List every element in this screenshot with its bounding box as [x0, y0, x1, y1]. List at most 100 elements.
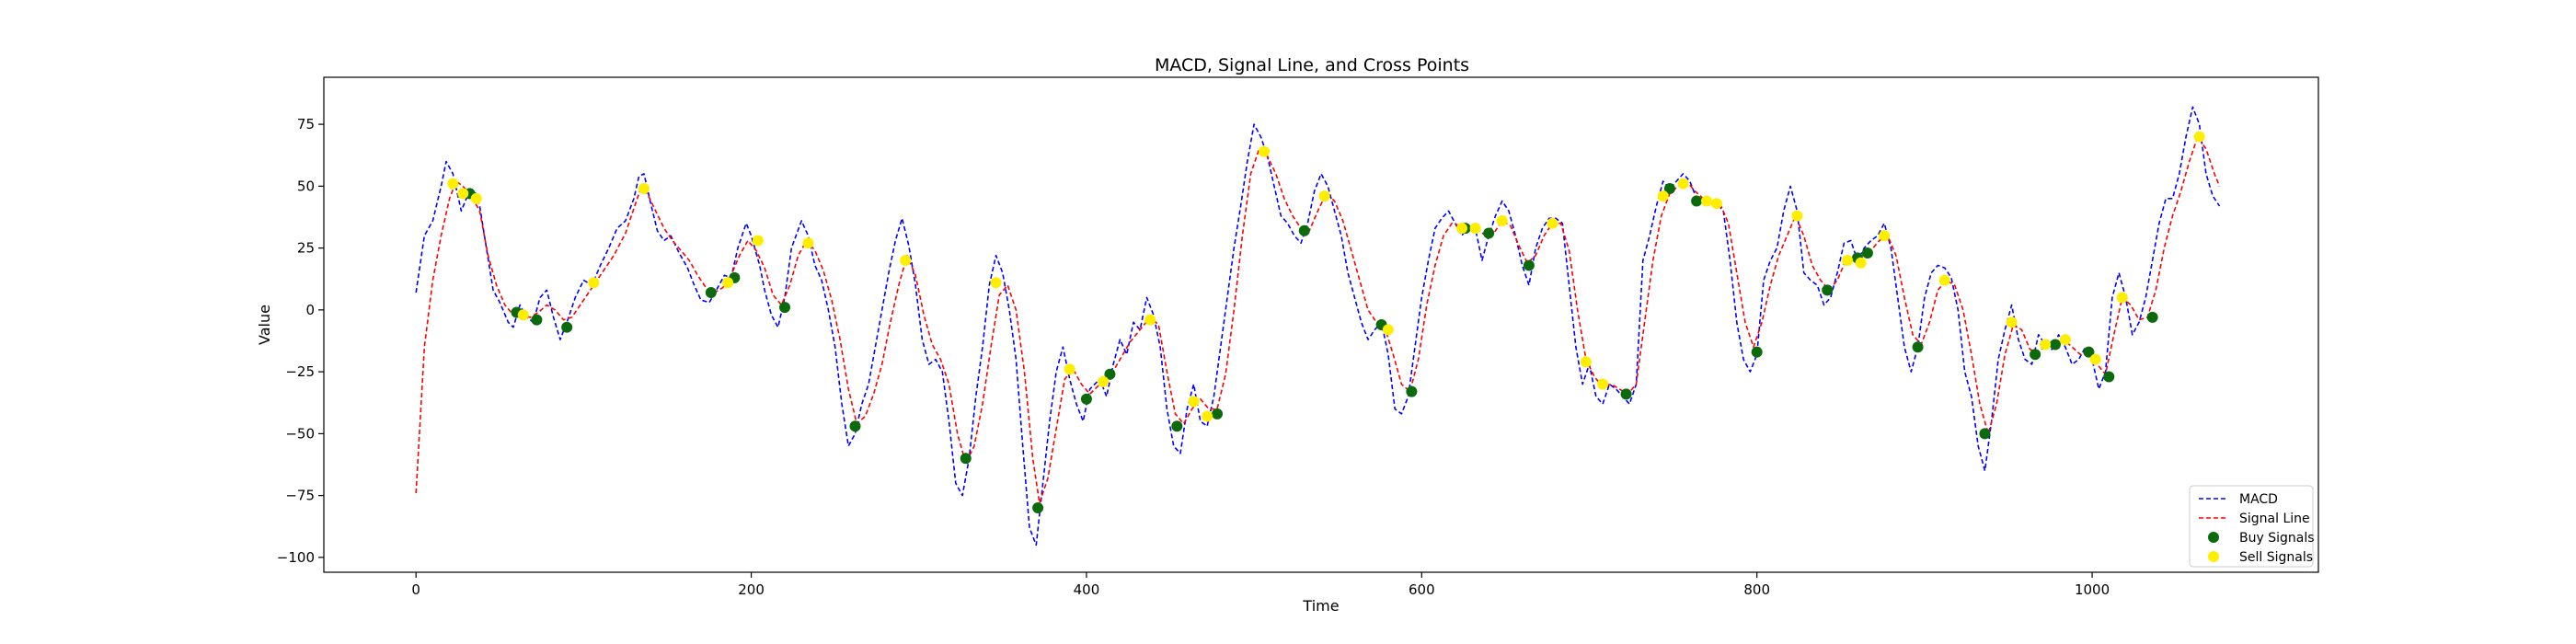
buy-signal-point [2103, 371, 2115, 383]
buy-signal-point [779, 302, 791, 314]
sell-signal-point [2116, 292, 2128, 304]
sell-signal-point [447, 178, 459, 190]
sell-signal-point [1382, 324, 1394, 336]
x-tick-label: 800 [1743, 581, 1770, 598]
sell-signal-point [1657, 190, 1669, 202]
buy-signal-point [1620, 388, 1632, 400]
buy-signal-point [1212, 408, 1224, 420]
legend-label-sell-signals: Sell Signals [2239, 550, 2313, 565]
buy-signal-point [1523, 259, 1535, 271]
series-layer [415, 106, 2221, 546]
sell-signal-point [517, 309, 529, 321]
sell-signal-point [1098, 375, 1110, 387]
buy-signal-point [1691, 195, 1703, 207]
sell-signal-point [1791, 210, 1803, 222]
sell-signal-point [1938, 274, 1950, 286]
sell-signal-point [1202, 410, 1213, 422]
sell-signal-point [1677, 178, 1689, 190]
x-axis-label: Time [1302, 597, 1339, 615]
sell-signal-point [990, 277, 1002, 289]
marker-layer [447, 131, 2205, 514]
buy-signal-point [2146, 311, 2158, 323]
plot-background [324, 77, 2318, 572]
sell-signal-point [1496, 215, 1508, 227]
legend-label-macd: MACD [2239, 492, 2278, 507]
sell-signal-point [457, 188, 469, 200]
x-tick-label: 1000 [2075, 581, 2110, 598]
buy-signal-point [1104, 368, 1116, 380]
y-tick-label: −100 [277, 549, 315, 566]
sell-signal-point [752, 235, 764, 247]
legend-label-buy-signals: Buy Signals [2239, 531, 2315, 546]
sell-signal-point [802, 237, 814, 249]
plot-frame [323, 76, 2319, 573]
y-tick-label: −75 [285, 488, 315, 504]
buy-signal-point [1298, 224, 1310, 236]
sell-signal-point [900, 255, 912, 267]
y-axis-label: Value [256, 305, 273, 345]
y-tick-label: 25 [297, 240, 315, 257]
buy-signal-point [1912, 341, 1924, 353]
buy-signal-point [1979, 428, 1991, 440]
sell-signal-point [1597, 378, 1609, 390]
x-axis: 0 200 400 600 800 1000 [411, 572, 2110, 598]
sell-signal-point [1547, 217, 1558, 229]
y-tick-label: 75 [297, 116, 315, 132]
sell-signals-series [447, 131, 2205, 422]
signal-line-line [415, 135, 2221, 504]
sell-signal-point [1855, 257, 1867, 269]
buy-signal-point [1751, 346, 1763, 358]
sell-signal-point [588, 277, 600, 289]
sell-signal-point [2059, 334, 2071, 346]
y-tick-label: −25 [285, 363, 315, 380]
y-axis: 75 50 25 0 −25 −50 −75 −100 [277, 116, 324, 566]
sell-signal-point [1879, 230, 1891, 242]
sell-signal-point [1456, 223, 1468, 235]
buy-signal-point [2030, 349, 2041, 361]
buy-signal-point [1032, 502, 1044, 514]
sell-signal-point [1710, 198, 1722, 210]
sell-signal-point [722, 277, 734, 289]
buy-signal-point [1171, 420, 1183, 432]
y-tick-label: −50 [285, 425, 315, 442]
x-tick-label: 200 [738, 581, 765, 598]
buy-signal-point [705, 287, 717, 299]
sell-signal-point [1318, 190, 1330, 202]
buy-signal-point [1406, 385, 1418, 397]
sell-signal-point [2089, 353, 2101, 365]
sell-signal-point [1259, 145, 1271, 157]
buy-signal-point [849, 420, 861, 432]
sell-signal-point [1064, 363, 1075, 375]
buy-signal-point [1663, 183, 1675, 195]
buy-signal-point [2083, 346, 2095, 358]
sell-signal-point [638, 183, 650, 195]
sell-signal-point [1842, 255, 1854, 267]
x-tick-label: 0 [411, 581, 420, 598]
legend: MACD Signal Line Buy Signals Sell Signals [2189, 485, 2315, 568]
buy-signal-point [561, 321, 573, 333]
buy-signal-point [1080, 393, 1092, 405]
buy-signal-point [1822, 284, 1834, 296]
x-tick-label: 400 [1074, 581, 1100, 598]
sell-signal-point [470, 192, 482, 204]
y-tick-label: 0 [305, 302, 315, 318]
buy-signal-point [1861, 247, 1873, 259]
x-tick-label: 600 [1409, 581, 1435, 598]
legend-swatch-sell-signals [2208, 551, 2219, 562]
sell-signal-point [1701, 195, 1713, 207]
buy-signal-point [960, 453, 972, 465]
macd-line [415, 106, 2221, 546]
buy-signal-point [2049, 339, 2061, 351]
buy-signal-point [531, 314, 543, 326]
plot-area [323, 76, 2319, 573]
buy-signal-point [1483, 227, 1495, 239]
legend-label-signal-line: Signal Line [2239, 512, 2310, 526]
sell-signal-point [2006, 316, 2018, 328]
sell-signal-point [1144, 314, 1156, 326]
legend-swatch-buy-signals [2208, 532, 2219, 543]
y-tick-label: 50 [297, 178, 315, 194]
legend-box [2189, 485, 2314, 568]
sell-signal-point [1469, 223, 1481, 235]
sell-signal-point [2193, 131, 2205, 143]
